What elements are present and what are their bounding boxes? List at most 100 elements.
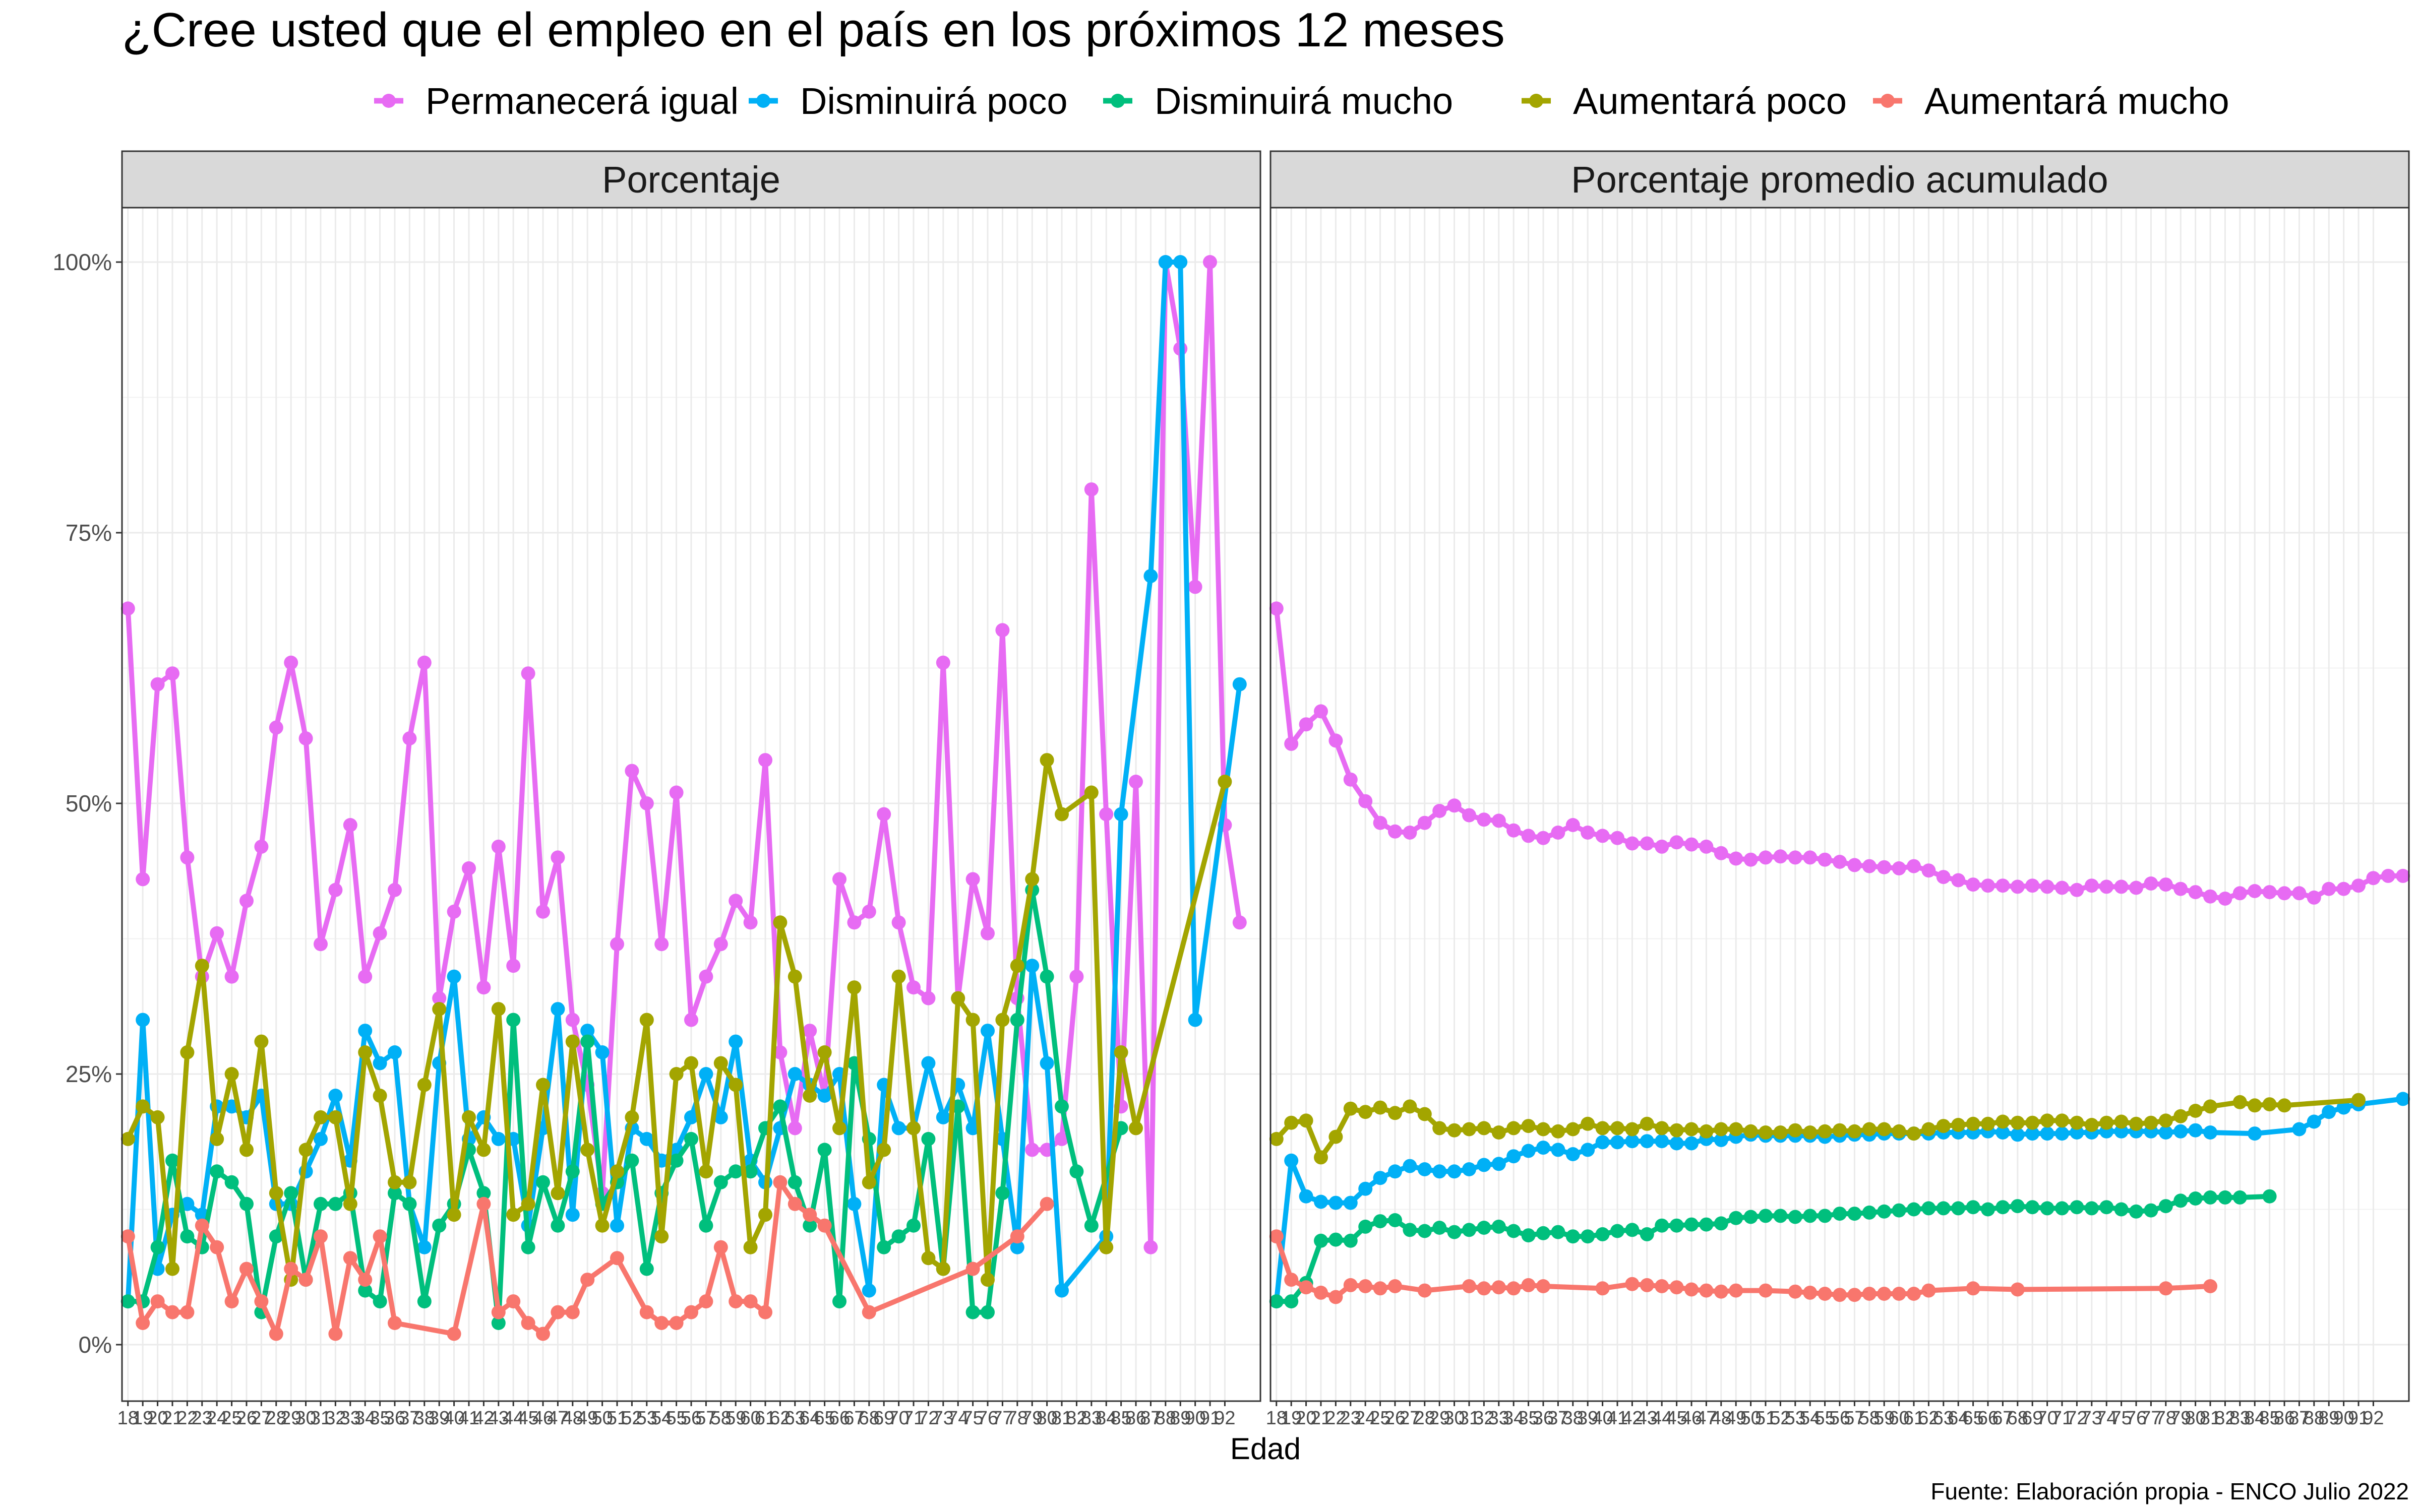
x-tick-label: 28 <box>266 1408 287 1429</box>
data-point-disminuira-mucho <box>1581 1229 1595 1244</box>
data-point-disminuira-poco <box>2292 1122 2307 1137</box>
x-tick-label: 64 <box>1948 1408 1969 1429</box>
data-point-disminuira-poco <box>373 1056 387 1070</box>
data-point-permanecera-igual <box>1773 849 1788 864</box>
data-point-permanecera-igual <box>1491 813 1506 828</box>
x-tick-label: 42 <box>1621 1408 1643 1429</box>
data-point-permanecera-igual <box>2158 877 2173 892</box>
x-tick-label: 67 <box>843 1408 865 1429</box>
x-axis-title: Edad <box>1230 1432 1301 1466</box>
data-point-disminuira-poco <box>1314 1194 1328 1209</box>
data-point-permanecera-igual <box>713 937 728 952</box>
data-point-permanecera-igual <box>536 904 550 919</box>
data-point-aumentara-poco <box>1551 1124 1565 1139</box>
x-tick-label: 56 <box>1829 1408 1850 1429</box>
x-tick-label: 26 <box>1384 1408 1406 1429</box>
data-point-disminuira-poco <box>1625 1134 1640 1149</box>
data-point-aumentara-poco <box>1025 872 1040 887</box>
data-point-aumentara-poco <box>965 1013 980 1027</box>
data-point-aumentara-mucho <box>1299 1280 1313 1295</box>
data-point-permanecera-igual <box>417 655 432 670</box>
data-point-permanecera-igual <box>1818 852 1832 867</box>
data-point-permanecera-igual <box>862 904 876 919</box>
data-point-disminuira-poco <box>1358 1181 1373 1196</box>
data-point-aumentara-mucho <box>136 1316 150 1330</box>
data-point-disminuira-mucho <box>1388 1213 1402 1227</box>
data-point-disminuira-mucho <box>536 1175 550 1189</box>
data-point-disminuira-mucho <box>1995 1200 2010 1215</box>
data-point-aumentara-poco <box>1743 1124 1758 1139</box>
data-point-aumentara-mucho <box>1491 1280 1506 1295</box>
data-point-aumentara-poco <box>817 1045 832 1059</box>
data-point-permanecera-igual <box>1358 794 1373 808</box>
data-point-disminuira-mucho <box>2203 1190 2217 1205</box>
data-point-permanecera-igual <box>2351 878 2366 893</box>
data-point-disminuira-mucho <box>210 1164 224 1179</box>
x-tick-label: 19 <box>1281 1408 1302 1429</box>
x-tick-label: 83 <box>1081 1408 1102 1429</box>
data-point-disminuira-poco <box>699 1067 713 1081</box>
x-tick-label: 59 <box>1873 1408 1895 1429</box>
x-tick-label: 91 <box>2348 1408 2369 1429</box>
data-point-aumentara-poco <box>1269 1131 1284 1146</box>
data-point-disminuira-poco <box>595 1045 610 1059</box>
data-point-disminuira-poco <box>2248 1126 2262 1141</box>
data-point-disminuira-mucho <box>1729 1211 1743 1225</box>
x-tick-label: 75 <box>2110 1408 2132 1429</box>
data-point-aumentara-mucho <box>1417 1283 1432 1298</box>
x-tick-label: 34 <box>1503 1408 1524 1429</box>
x-tick-label: 64 <box>799 1408 820 1429</box>
data-point-aumentara-mucho <box>1269 1229 1284 1244</box>
data-point-aumentara-mucho <box>1847 1288 1862 1302</box>
x-tick-label: 84 <box>1096 1408 1117 1429</box>
x-tick-label: 27 <box>1399 1408 1420 1429</box>
data-point-disminuira-mucho <box>817 1143 832 1157</box>
x-tick-label: 83 <box>2229 1408 2251 1429</box>
data-point-aumentara-mucho <box>314 1229 328 1244</box>
data-point-disminuira-mucho <box>1403 1223 1417 1237</box>
data-point-permanecera-igual <box>1833 855 1847 869</box>
x-tick-label: 57 <box>1844 1408 1865 1429</box>
data-point-aumentara-mucho <box>1521 1278 1536 1292</box>
data-point-disminuira-poco <box>1040 1056 1054 1070</box>
data-point-disminuira-mucho <box>921 1131 936 1146</box>
data-point-disminuira-mucho <box>1669 1218 1684 1233</box>
data-point-disminuira-mucho <box>358 1283 373 1298</box>
data-point-disminuira-poco <box>1403 1159 1417 1173</box>
data-point-permanecera-igual <box>1417 815 1432 830</box>
data-point-permanecera-igual <box>1232 915 1247 930</box>
data-point-disminuira-mucho <box>2232 1190 2247 1205</box>
x-tick-label: 72 <box>918 1408 939 1429</box>
y-tick-label: 0% <box>79 1332 112 1358</box>
data-point-aumentara-poco <box>2070 1115 2084 1130</box>
data-point-aumentara-poco <box>1833 1123 1847 1138</box>
x-tick-label: 25 <box>1369 1408 1390 1429</box>
x-tick-label: 82 <box>1066 1408 1087 1429</box>
data-point-aumentara-poco <box>150 1110 165 1124</box>
y-tick-label: 25% <box>66 1061 112 1087</box>
x-tick-label: 63 <box>784 1408 806 1429</box>
data-point-disminuira-poco <box>1565 1147 1580 1161</box>
data-point-aumentara-mucho <box>699 1294 713 1309</box>
data-point-permanecera-igual <box>1506 823 1521 838</box>
data-point-disminuira-poco <box>639 1131 654 1146</box>
data-point-disminuira-poco <box>1640 1134 1654 1149</box>
data-point-aumentara-poco <box>1936 1119 1951 1133</box>
data-point-aumentara-mucho <box>1625 1277 1640 1291</box>
data-point-aumentara-poco <box>2144 1115 2158 1130</box>
data-point-disminuira-poco <box>136 1013 150 1027</box>
data-point-aumentara-poco <box>684 1056 698 1070</box>
x-tick-label: 62 <box>1918 1408 1939 1429</box>
data-point-disminuira-poco <box>1158 255 1173 269</box>
data-point-aumentara-mucho <box>580 1273 595 1287</box>
data-point-aumentara-poco <box>2040 1113 2054 1128</box>
x-tick-label: 39 <box>1577 1408 1598 1429</box>
data-point-aumentara-mucho <box>2158 1281 2173 1296</box>
data-point-disminuira-poco <box>713 1110 728 1124</box>
data-point-aumentara-mucho <box>239 1262 254 1276</box>
data-point-permanecera-igual <box>1847 858 1862 872</box>
data-point-aumentara-poco <box>1447 1123 1462 1138</box>
data-point-permanecera-igual <box>1188 580 1202 594</box>
data-point-aumentara-poco <box>951 991 965 1005</box>
data-point-permanecera-igual <box>1373 815 1387 830</box>
